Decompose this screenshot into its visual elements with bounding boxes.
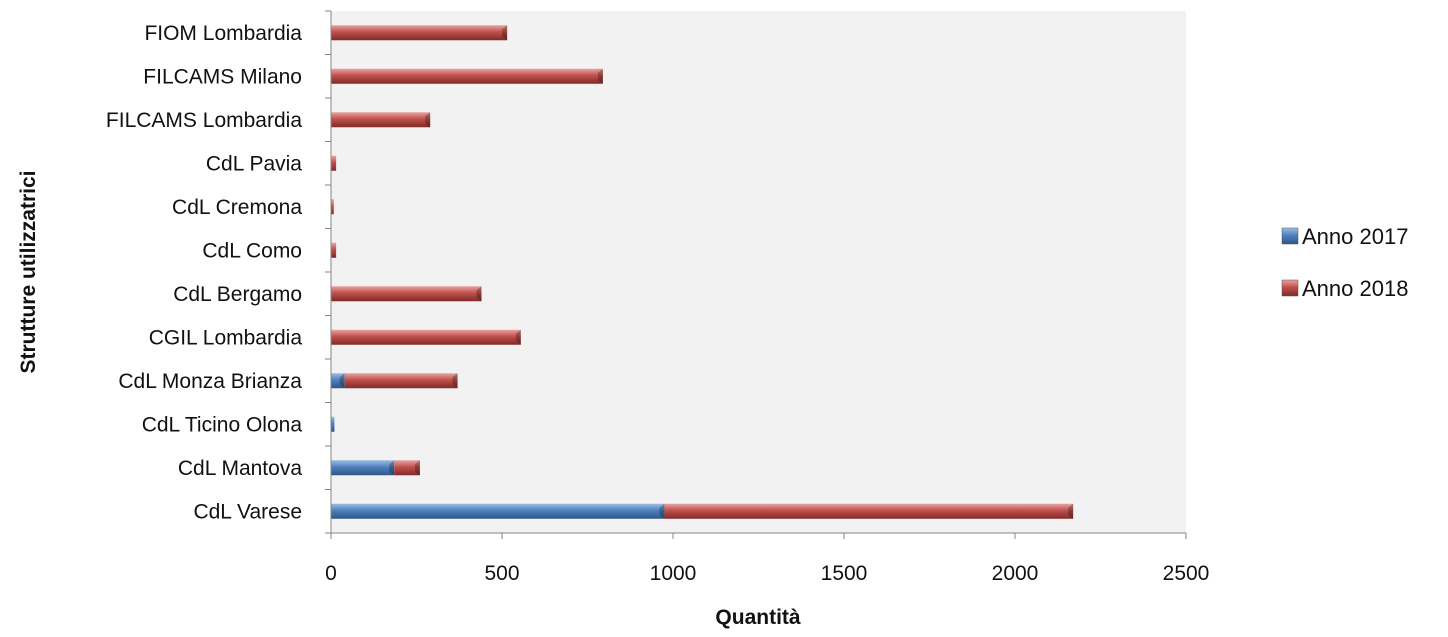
bar-bevel bbox=[659, 503, 665, 519]
bar-bevel bbox=[515, 329, 521, 345]
bar-bevel bbox=[452, 373, 458, 389]
y-tick-label: CdL Mantova bbox=[178, 457, 302, 480]
bar-anno-2018 bbox=[331, 286, 482, 302]
bar-anno-2018 bbox=[331, 242, 337, 258]
y-tick-label: CdL Varese bbox=[193, 500, 302, 523]
bar-bevel bbox=[597, 68, 603, 84]
bar-anno-2018 bbox=[331, 155, 337, 171]
legend: Anno 2017 Anno 2018 bbox=[1281, 224, 1408, 301]
legend-label: Anno 2018 bbox=[1302, 276, 1408, 301]
bar-bevel bbox=[1068, 503, 1074, 519]
y-tick-label: CdL Ticino Olona bbox=[142, 413, 303, 436]
bar-bevel bbox=[476, 286, 482, 302]
y-tick-label: FILCAMS Milano bbox=[143, 65, 302, 88]
legend-label: Anno 2017 bbox=[1302, 224, 1408, 249]
x-tick-label: 0 bbox=[325, 562, 337, 585]
bar-bevel bbox=[389, 460, 395, 476]
bar-anno-2018 bbox=[331, 199, 334, 215]
bar-bevel bbox=[339, 373, 345, 389]
bar-bevel bbox=[502, 25, 508, 41]
legend-swatch bbox=[1281, 279, 1299, 297]
x-tick-label: 1500 bbox=[821, 562, 868, 585]
bar-anno-2018 bbox=[331, 25, 508, 41]
x-tick-label: 2500 bbox=[1163, 562, 1210, 585]
bar-bevel bbox=[414, 460, 420, 476]
bar-anno-2018 bbox=[331, 68, 603, 84]
bar-anno-2018 bbox=[344, 373, 458, 389]
bar-anno-2017 bbox=[331, 460, 395, 476]
x-tick-label: 500 bbox=[484, 562, 519, 585]
bar-anno-2018 bbox=[664, 503, 1074, 519]
y-tick-label: CdL Como bbox=[202, 239, 302, 262]
bar-anno-2017 bbox=[331, 373, 345, 389]
bar-anno-2018 bbox=[331, 329, 521, 345]
plot-area bbox=[331, 11, 1186, 533]
bar-bevel bbox=[425, 112, 431, 128]
x-tick-label: 1000 bbox=[650, 562, 697, 585]
y-axis-label: Strutture utilizzatrici bbox=[17, 170, 40, 373]
y-tick-label: FIOM Lombardia bbox=[144, 22, 302, 45]
y-tick-label: FILCAMS Lombardia bbox=[106, 109, 302, 132]
y-tick-label: CdL Cremona bbox=[172, 196, 302, 219]
y-tick-label: CGIL Lombardia bbox=[149, 326, 303, 349]
x-tick-label: 2000 bbox=[992, 562, 1039, 585]
y-tick-label: CdL Bergamo bbox=[173, 283, 302, 306]
bar-anno-2018 bbox=[394, 460, 420, 476]
bar-anno-2017 bbox=[331, 503, 665, 519]
y-tick-label: CdL Pavia bbox=[206, 152, 302, 175]
legend-swatch bbox=[1281, 227, 1299, 245]
bar-anno-2018 bbox=[331, 112, 431, 128]
x-axis-label: Quantità bbox=[715, 606, 800, 629]
y-tick-label: CdL Monza Brianza bbox=[118, 370, 302, 393]
bar-anno-2017 bbox=[331, 416, 335, 432]
